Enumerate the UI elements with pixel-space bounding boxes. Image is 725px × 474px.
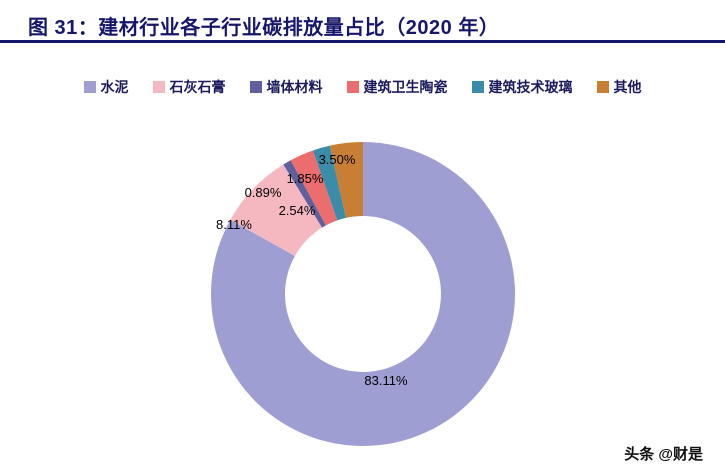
legend-item-建筑卫生陶瓷: 建筑卫生陶瓷: [346, 77, 448, 97]
legend-label: 其他: [613, 79, 642, 95]
slice-label-水泥: 83.11%: [364, 373, 408, 388]
donut-slice-水泥: [210, 142, 515, 446]
legend-item-水泥: 水泥: [83, 77, 129, 97]
slice-label-建筑卫生陶瓷: 2.54%: [279, 203, 316, 218]
chart-legend: 水泥 石灰石膏 墙体材料 建筑卫生陶瓷 建筑技术玻璃 其他: [0, 77, 725, 97]
legend-swatch: [152, 81, 165, 93]
legend-swatch: [471, 81, 484, 93]
legend-swatch: [346, 81, 359, 93]
donut-slice-建筑卫生陶瓷: [290, 150, 338, 226]
slice-label-其他: 3.50%: [319, 152, 356, 167]
figure-title: 图 31：建材行业各子行业碳排放量占比（2020 年）: [28, 17, 500, 39]
legend-item-墙体材料: 墙体材料: [249, 77, 323, 97]
title-divider: [0, 40, 725, 43]
legend-item-其他: 其他: [596, 77, 642, 97]
slice-label-墙体材料: 0.89%: [245, 185, 282, 200]
slice-label-石灰石膏: 8.11%: [216, 217, 252, 232]
donut-slice-墙体材料: [283, 160, 326, 228]
legend-item-建筑技术玻璃: 建筑技术玻璃: [471, 77, 573, 97]
legend-label: 水泥: [100, 79, 129, 95]
donut-slice-建筑技术玻璃: [312, 145, 346, 221]
legend-label: 墙体材料: [266, 79, 323, 95]
legend-swatch: [596, 81, 609, 93]
legend-swatch: [83, 81, 96, 93]
watermark: 头条 @财是: [624, 446, 703, 463]
legend-label: 石灰石膏: [169, 79, 226, 95]
legend-label: 建筑技术玻璃: [488, 79, 573, 95]
donut-slice-其他: [329, 142, 363, 218]
legend-item-石灰石膏: 石灰石膏: [152, 77, 226, 97]
legend-label: 建筑卫生陶瓷: [363, 79, 448, 95]
donut-slice-石灰石膏: [230, 164, 323, 256]
legend-swatch: [249, 81, 262, 93]
slice-label-建筑技术玻璃: 1.85%: [287, 171, 324, 186]
